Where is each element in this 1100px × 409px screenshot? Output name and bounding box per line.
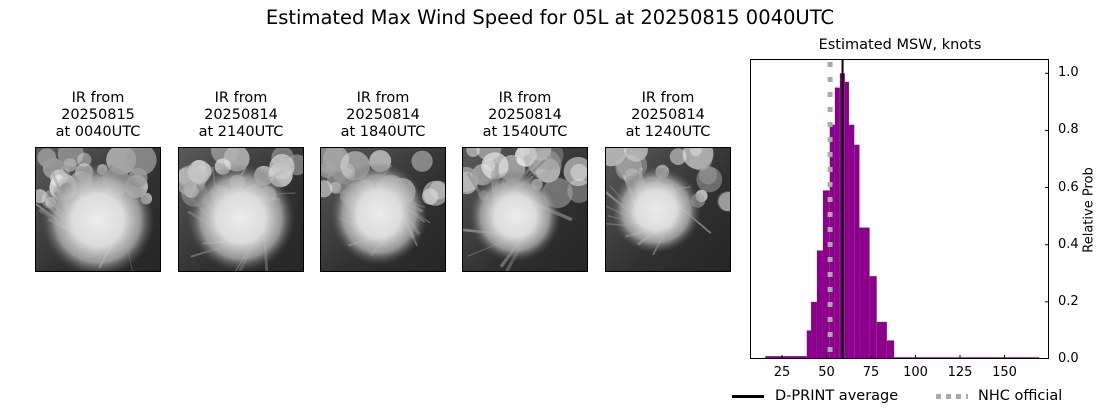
ir-satellite-image xyxy=(178,147,304,272)
histogram-bar xyxy=(859,227,870,359)
ir-satellite-image xyxy=(35,147,161,272)
histogram-bar xyxy=(811,301,817,359)
ir-satellite-image xyxy=(320,147,446,272)
x-tick-label: 100 xyxy=(903,365,928,380)
ir-caption-line3: at 1540UTC xyxy=(482,124,568,140)
ir-caption-line3: at 1840UTC xyxy=(340,124,426,140)
y-tick-label: 0.0 xyxy=(1058,351,1079,366)
ir-caption-line1: IR from xyxy=(641,90,695,106)
chart-title: Estimated MSW, knots xyxy=(818,37,982,53)
x-tick-label: 125 xyxy=(947,365,973,380)
ir-caption-line1: IR from xyxy=(71,90,125,106)
ir-satellite-image xyxy=(605,147,731,272)
ir-panel-caption: IR from 20250814 at 2140UTC xyxy=(158,90,324,141)
ir-panel-caption: IR from 20250815 at 0040UTC xyxy=(15,90,181,141)
plot-frame xyxy=(750,59,1049,359)
ir-caption-line3: at 0040UTC xyxy=(55,124,141,140)
histogram-bar xyxy=(848,124,855,360)
ir-caption-line3: at 2140UTC xyxy=(198,124,284,140)
histogram-plot xyxy=(750,59,1049,360)
histogram-bar xyxy=(886,340,895,359)
histogram-bar xyxy=(816,250,823,359)
histogram-bar xyxy=(829,124,835,360)
ir-caption-line2: 20250815 xyxy=(61,107,135,123)
ir-caption-line3: at 1240UTC xyxy=(625,124,711,140)
x-tick-label: 75 xyxy=(862,365,880,380)
histogram-bar xyxy=(806,330,812,359)
figure-title: Estimated Max Wind Speed for 05L at 2025… xyxy=(265,6,835,29)
ir-caption-line1: IR from xyxy=(356,90,410,106)
y-tick-label: 0.2 xyxy=(1058,293,1079,309)
histogram-bar xyxy=(854,144,860,359)
histogram-bar xyxy=(844,81,849,360)
nhc-legend-label: NHC official xyxy=(978,388,1063,404)
histogram-bar xyxy=(822,190,830,359)
nhc-legend-swatch xyxy=(936,394,968,399)
histogram-svg xyxy=(750,59,1049,360)
ir-satellite-image xyxy=(462,147,588,272)
histogram-bar xyxy=(869,276,877,359)
ir-caption-line2: 20250814 xyxy=(346,107,420,123)
histogram-bar xyxy=(765,356,807,359)
ir-caption-line2: 20250814 xyxy=(488,107,562,123)
ir-caption-line1: IR from xyxy=(214,90,268,106)
ir-caption-line2: 20250814 xyxy=(204,107,278,123)
dprint-legend-swatch xyxy=(732,395,764,398)
y-tick-label: 0.8 xyxy=(1058,122,1079,138)
x-tick-label: 25 xyxy=(773,365,791,380)
x-tick-label: 50 xyxy=(818,365,835,380)
dprint-legend-label: D-PRINT average xyxy=(775,388,899,404)
y-tick-label: 0.4 xyxy=(1058,236,1079,252)
ir-panel-caption: IR from 20250814 at 1240UTC xyxy=(585,90,751,141)
ir-panel-caption: IR from 20250814 at 1840UTC xyxy=(300,90,466,141)
ir-panel-caption: IR from 20250814 at 1540UTC xyxy=(442,90,608,141)
x-tick-label: 150 xyxy=(992,365,1017,380)
ir-caption-line2: 20250814 xyxy=(631,107,705,123)
y-tick-label: 1.0 xyxy=(1058,65,1079,81)
y-axis-label: Relative Prob xyxy=(1081,167,1097,253)
histogram-bar xyxy=(876,321,887,359)
histogram-bar xyxy=(834,87,840,359)
ir-caption-line1: IR from xyxy=(498,90,552,106)
y-tick-label: 0.6 xyxy=(1058,179,1079,195)
